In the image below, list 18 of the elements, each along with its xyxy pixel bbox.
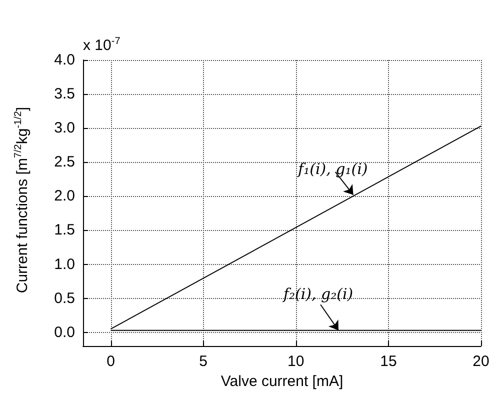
text: x 10$^{-7}$ — [83, 36, 120, 54]
y-tick-label: 2.5 — [54, 154, 75, 171]
y-tick-label: 3.0 — [54, 120, 75, 137]
annotation: f₂(i), g₂(i) — [282, 284, 354, 303]
annotation: f₁(i), g₁(i) — [297, 160, 368, 178]
y-tick-label: 0.0 — [54, 324, 75, 341]
x-tick-label: 15 — [380, 353, 397, 370]
y-tick-label: 4.0 — [54, 52, 75, 68]
y-tick-label: 2.0 — [54, 188, 75, 205]
y-tick-label: 0.5 — [54, 290, 75, 307]
y-tick-label: 1.0 — [54, 256, 75, 273]
y-tick-label: 1.5 — [54, 222, 75, 239]
x-tick-label: 20 — [472, 353, 490, 370]
x-tick-label: 10 — [288, 353, 304, 370]
x-tick-label: 0 — [106, 353, 115, 370]
x-axis-title: Valve current [mA] — [220, 372, 344, 390]
y-tick-label: 3.5 — [54, 86, 75, 103]
x-tick-label: 5 — [199, 353, 208, 370]
